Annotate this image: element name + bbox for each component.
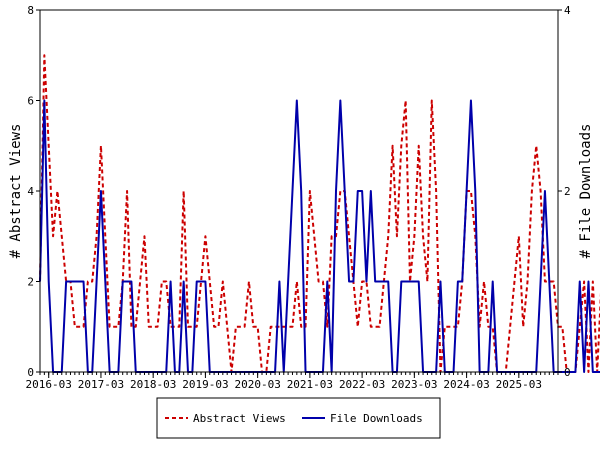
y-right-tick-label: 0 bbox=[564, 366, 571, 379]
x-tick-label: 2023-03 bbox=[391, 378, 437, 391]
y-left-tick-label: 6 bbox=[27, 95, 34, 108]
y-right-tick-label: 2 bbox=[564, 185, 571, 198]
y-left-tick-label: 0 bbox=[27, 366, 34, 379]
axis-layer: 0 2 4 6 8 0 2 4 2016-03 2017-03 2018-03 2019-03 2020… bbox=[26, 4, 571, 391]
y-right-axis-title: # File Downloads bbox=[578, 124, 594, 259]
x-tick-label: 2019-03 bbox=[182, 378, 228, 391]
y-left-tick-label: 4 bbox=[27, 185, 34, 198]
x-tick-label: 2025-03 bbox=[496, 378, 542, 391]
x-tick-label: 2024-03 bbox=[443, 378, 489, 391]
y-left-axis-title: # Abstract Views bbox=[8, 124, 24, 259]
legend-label-abstract-views: Abstract Views bbox=[193, 412, 286, 425]
x-tick-label: 2020-03 bbox=[234, 378, 280, 391]
x-tick-label: 2017-03 bbox=[78, 378, 124, 391]
x-tick-label: 2018-03 bbox=[130, 378, 176, 391]
y-right-tick-label: 4 bbox=[564, 4, 571, 17]
y-left-tick-label: 2 bbox=[27, 276, 34, 289]
legend-box bbox=[156, 397, 441, 439]
legend-label-file-downloads: File Downloads bbox=[330, 412, 423, 425]
y-left-tick-label: 8 bbox=[27, 4, 34, 17]
series-line-abstract-views bbox=[39, 54, 600, 373]
x-tick-label: 2016-03 bbox=[26, 378, 72, 391]
x-tick-label: 2021-03 bbox=[287, 378, 333, 391]
x-tick-label: 2022-03 bbox=[339, 378, 385, 391]
legend: Abstract Views File Downloads bbox=[156, 397, 441, 439]
